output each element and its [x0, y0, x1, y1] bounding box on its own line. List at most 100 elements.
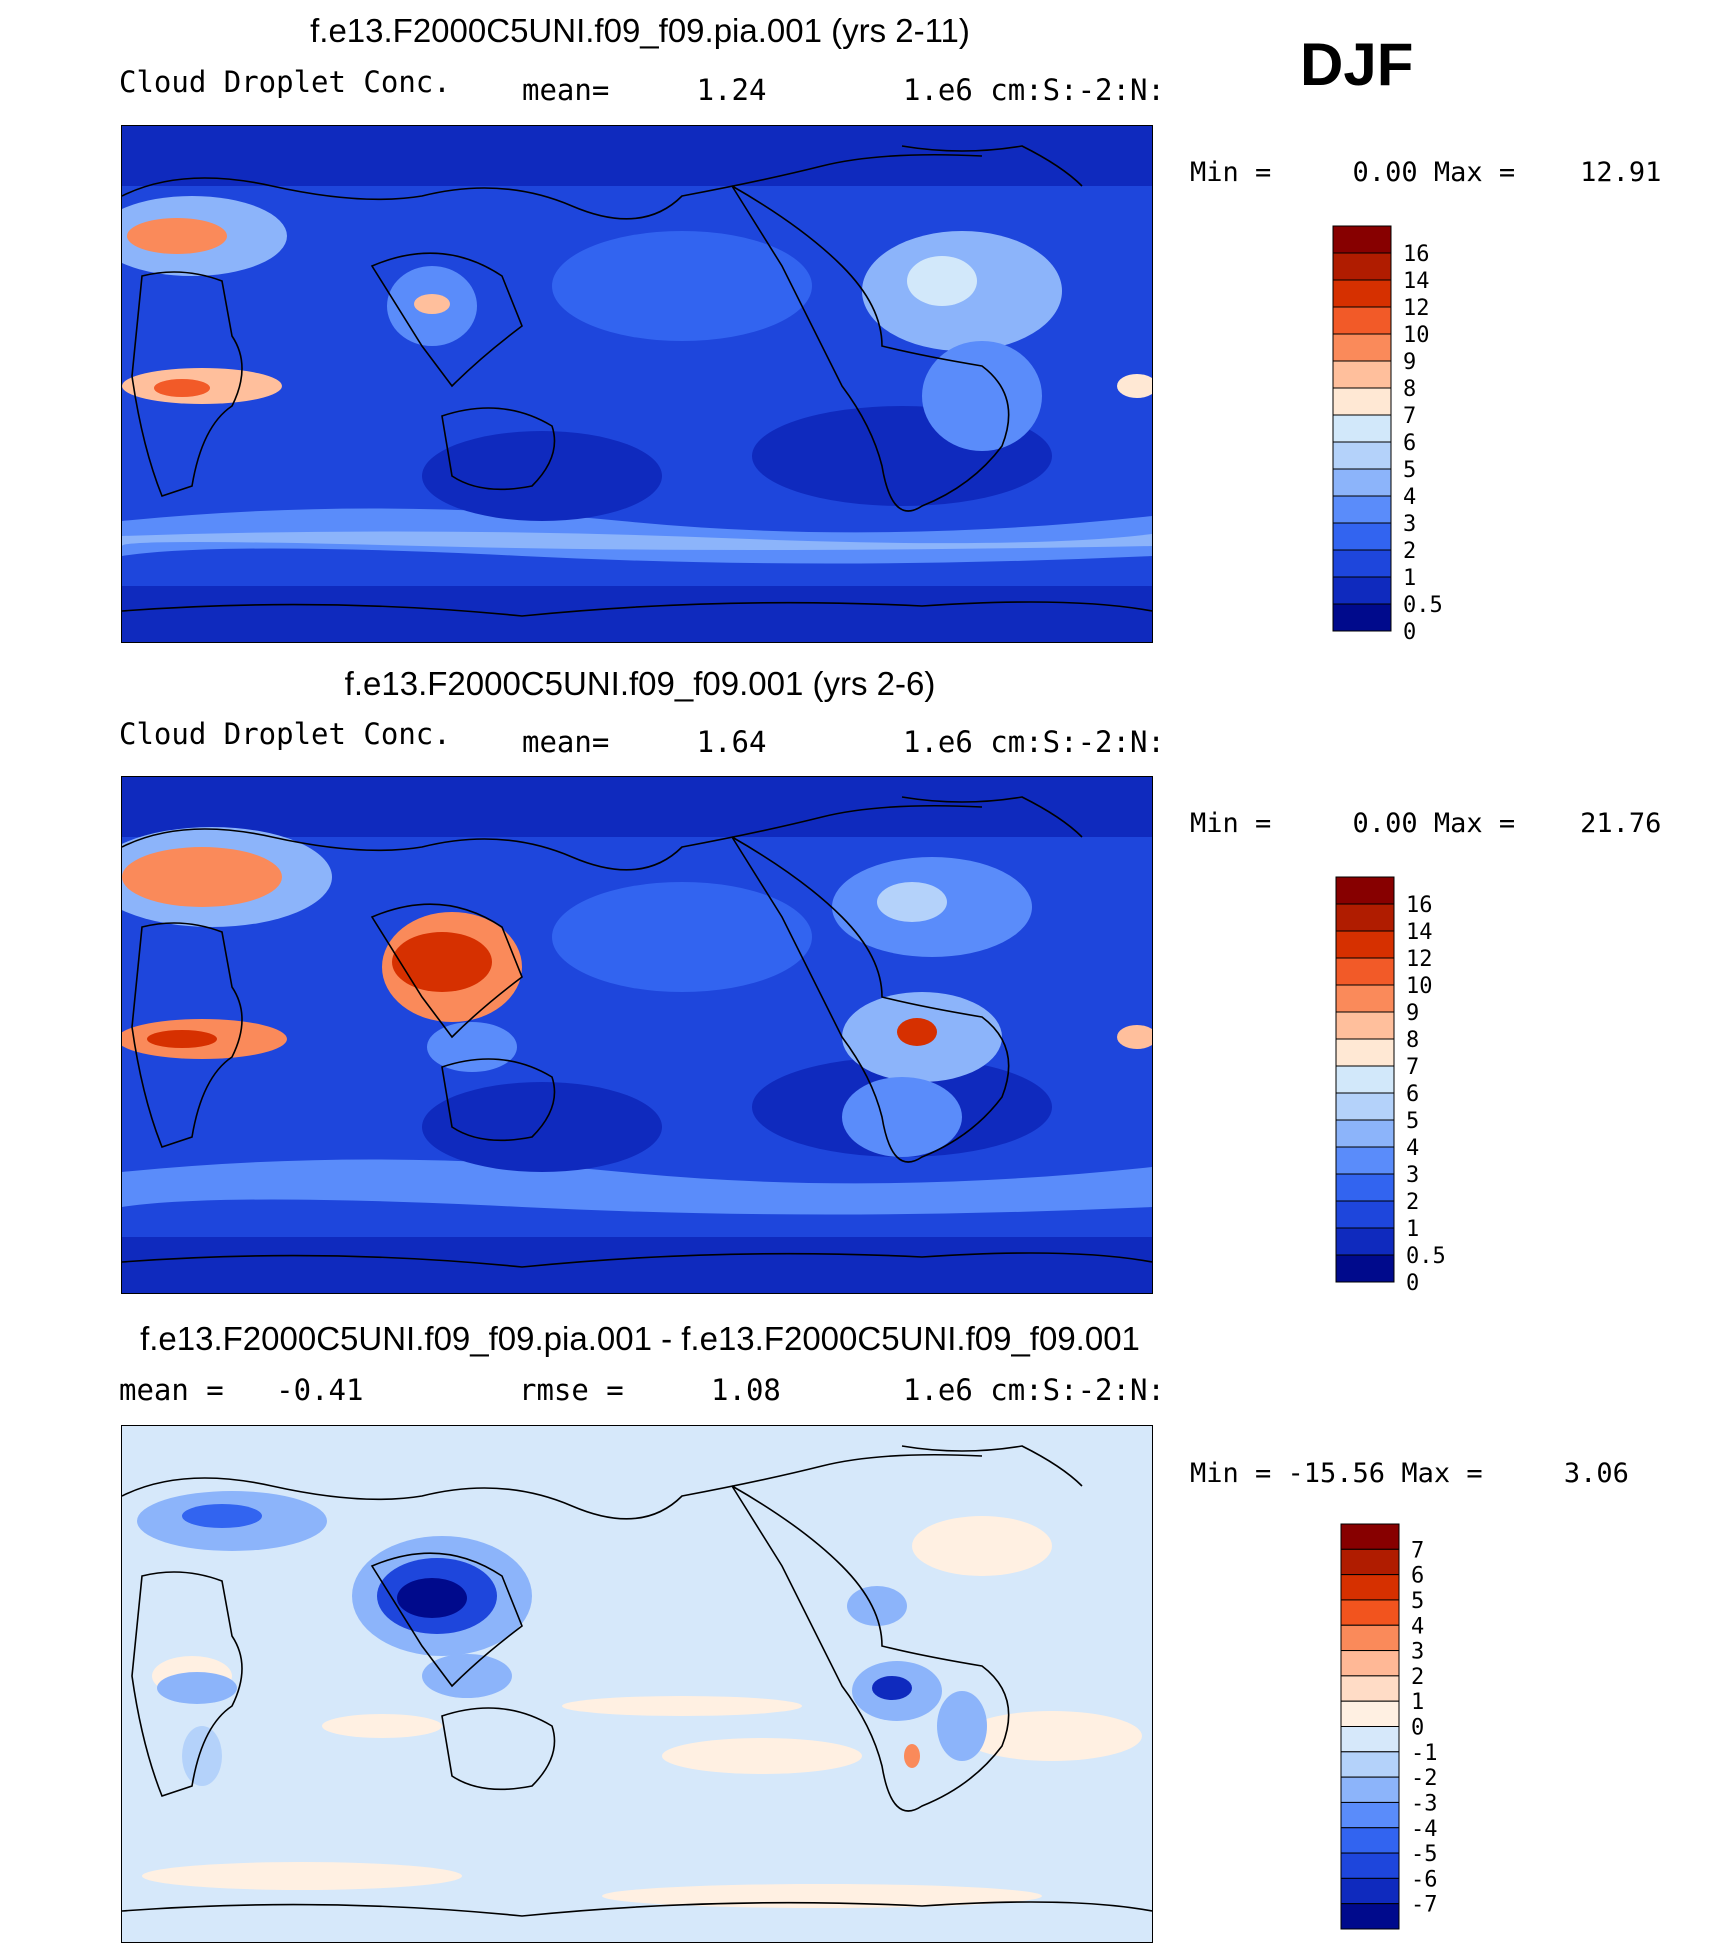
- colorbar-label: 1: [1406, 1217, 1419, 1242]
- colorbar-label: 6: [1406, 1082, 1419, 1107]
- colorbar-label: -3: [1411, 1791, 1438, 1816]
- colorbar-swatch: [1335, 984, 1395, 1013]
- panel2-map: [121, 776, 1153, 1294]
- colorbar-label: 14: [1403, 269, 1430, 294]
- colorbar-label: 8: [1406, 1028, 1419, 1053]
- colorbar-swatch: [1332, 225, 1392, 254]
- colorbar-swatch: [1340, 1574, 1400, 1601]
- panel1-map-svg: [122, 126, 1152, 642]
- colorbar-label: -2: [1411, 1766, 1438, 1791]
- colorbar-swatch: [1335, 930, 1395, 959]
- panel3-map: [121, 1425, 1153, 1943]
- colorbar-label: 7: [1403, 404, 1416, 429]
- colorbar-swatch: [1340, 1801, 1400, 1829]
- colorbar-swatch: [1340, 1523, 1400, 1550]
- colorbar-swatch: [1340, 1852, 1400, 1879]
- colorbar-swatch: [1335, 1038, 1395, 1067]
- colorbar-label: 3: [1406, 1163, 1419, 1188]
- panel2-mean: mean= 1.64: [522, 725, 767, 759]
- panel1-minmax: Min = 0.00 Max = 12.91: [1190, 157, 1662, 188]
- panel1-units: 1.e6 cm:S:-2:N:: [903, 73, 1165, 107]
- panel2-minmax: Min = 0.00 Max = 21.76: [1190, 808, 1662, 839]
- colorbar-swatch: [1332, 468, 1392, 497]
- colorbar-swatch: [1340, 1700, 1400, 1727]
- colorbar-label: 4: [1411, 1614, 1424, 1639]
- colorbar-swatch: [1335, 1092, 1395, 1121]
- panel3-minmax: Min = -15.56 Max = 3.06: [1190, 1458, 1629, 1489]
- colorbar-swatch: [1332, 333, 1392, 362]
- colorbar-swatch: [1335, 1146, 1395, 1175]
- panel3-mean: mean = -0.41: [119, 1373, 364, 1407]
- colorbar-swatch: [1340, 1548, 1400, 1576]
- colorbar-swatch: [1332, 252, 1392, 281]
- colorbar-label: 0: [1411, 1716, 1424, 1741]
- colorbar-swatch: [1340, 1726, 1400, 1753]
- colorbar-label: 2: [1411, 1665, 1424, 1690]
- colorbar-label: -4: [1411, 1817, 1438, 1842]
- colorbar-label: 14: [1406, 920, 1433, 945]
- colorbar-label: 0.5: [1406, 1244, 1446, 1269]
- colorbar-swatch: [1332, 522, 1392, 551]
- colorbar-swatch: [1335, 1227, 1395, 1256]
- panel3-units: 1.e6 cm:S:-2:N:: [903, 1373, 1165, 1407]
- panel1-mean: mean= 1.24: [522, 73, 767, 107]
- colorbar-label: 16: [1403, 242, 1430, 267]
- colorbar-swatch: [1335, 1254, 1395, 1283]
- colorbar-swatch: [1340, 1599, 1400, 1626]
- colorbar-label: -6: [1411, 1867, 1438, 1892]
- panel3-title: f.e13.F2000C5UNI.f09_f09.pia.001 - f.e13…: [140, 1320, 1140, 1357]
- colorbar-label: 9: [1406, 1001, 1419, 1026]
- colorbar-swatch: [1335, 957, 1395, 986]
- colorbar-swatch: [1340, 1650, 1400, 1677]
- colorbar-label: 5: [1403, 458, 1416, 483]
- colorbar-label: -7: [1411, 1893, 1438, 1918]
- colorbar-label: 12: [1403, 296, 1430, 321]
- colorbar-label: 1: [1411, 1690, 1424, 1715]
- colorbar-label: 12: [1406, 947, 1433, 972]
- panel3-map-svg: [122, 1426, 1152, 1942]
- colorbar-label: 10: [1406, 974, 1433, 999]
- colorbar-swatch: [1335, 1200, 1395, 1229]
- colorbar-swatch: [1332, 576, 1392, 605]
- colorbar-swatch: [1340, 1751, 1400, 1778]
- panel1-colorbar: 16 14 12 10 9 8 7 6 5 4 3 2 1 0.5 0: [1332, 225, 1493, 645]
- colorbar-swatch: [1340, 1624, 1400, 1652]
- colorbar-label: 6: [1403, 431, 1416, 456]
- panel1-title: f.e13.F2000C5UNI.f09_f09.pia.001 (yrs 2-…: [310, 12, 970, 49]
- panel2-title: f.e13.F2000C5UNI.f09_f09.001 (yrs 2-6): [344, 665, 936, 702]
- colorbar-label: 5: [1406, 1109, 1419, 1134]
- colorbar-label: 1: [1403, 566, 1416, 591]
- panel3-colorbar: 7 6 5 4 3 2 1 0 -1 -2 -3 -4 -5 -6 -7: [1340, 1523, 1501, 1934]
- colorbar-swatch: [1332, 279, 1392, 308]
- colorbar-swatch: [1332, 414, 1392, 443]
- colorbar-swatch: [1340, 1827, 1400, 1854]
- colorbar-label: 8: [1403, 377, 1416, 402]
- colorbar-swatch: [1332, 387, 1392, 416]
- colorbar-swatch: [1332, 495, 1392, 524]
- colorbar-label: 0: [1406, 1271, 1419, 1296]
- colorbar-swatch: [1335, 1065, 1395, 1094]
- panel3-rmse: rmse = 1.08: [519, 1373, 781, 1407]
- colorbar-swatch: [1340, 1903, 1400, 1930]
- colorbar-swatch: [1335, 876, 1395, 905]
- colorbar-label: 6: [1411, 1564, 1424, 1589]
- colorbar-label: 4: [1406, 1136, 1419, 1161]
- colorbar-swatch: [1340, 1675, 1400, 1702]
- colorbar-label: 7: [1406, 1055, 1419, 1080]
- colorbar-label: 2: [1403, 539, 1416, 564]
- colorbar-label: 9: [1403, 350, 1416, 375]
- colorbar-swatch: [1340, 1877, 1400, 1905]
- colorbar-swatch: [1335, 903, 1395, 932]
- colorbar-swatch: [1332, 306, 1392, 335]
- panel2-map-svg: [122, 777, 1152, 1293]
- colorbar-label: 4: [1403, 485, 1416, 510]
- colorbar-label: 7: [1411, 1538, 1424, 1563]
- panel2-units: 1.e6 cm:S:-2:N:: [903, 725, 1165, 759]
- colorbar-label: 0: [1403, 620, 1416, 645]
- colorbar-swatch: [1335, 1173, 1395, 1202]
- colorbar-label: 2: [1406, 1190, 1419, 1215]
- panel1-variable: Cloud Droplet Conc.: [119, 65, 451, 99]
